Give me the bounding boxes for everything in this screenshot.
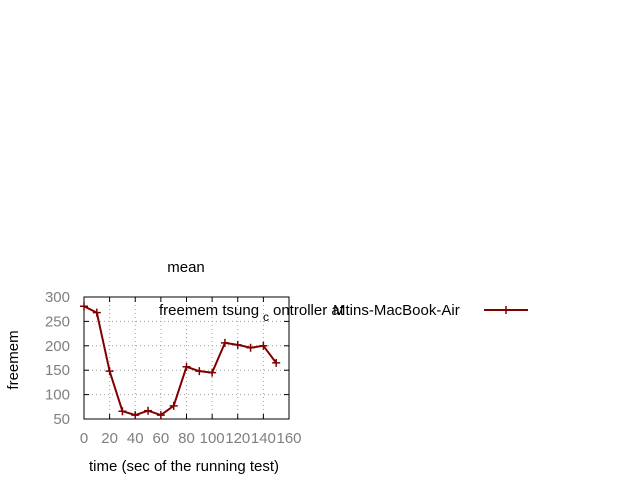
legend-label-subscript: c <box>263 310 269 324</box>
data-point-marker <box>259 341 268 350</box>
data-point-marker <box>144 406 153 415</box>
y-tick-label: 300 <box>45 289 70 306</box>
x-tick-label: 0 <box>80 430 88 447</box>
x-tick-label: 80 <box>178 430 195 447</box>
legend-label-part1: freemem tsung <box>159 302 259 319</box>
y-tick-label: 50 <box>53 411 70 428</box>
x-tick-label: 40 <box>127 430 144 447</box>
x-axis-label: time (sec of the running test) <box>89 458 279 475</box>
x-tick-label: 100 <box>200 430 225 447</box>
grid <box>84 297 289 419</box>
series-layer <box>80 302 281 420</box>
x-tick-label: 20 <box>101 430 118 447</box>
data-point-marker <box>233 340 242 349</box>
data-point-marker <box>156 411 165 420</box>
data-point-marker <box>195 367 204 376</box>
chart-title: mean <box>167 259 205 276</box>
x-tick-label: 160 <box>276 430 301 447</box>
y-tick-label: 100 <box>45 387 70 404</box>
data-point-marker <box>131 411 140 420</box>
data-point-marker <box>182 362 191 371</box>
legend-label-part2: ontroller at <box>273 302 345 319</box>
y-tick-label: 150 <box>45 362 70 379</box>
data-point-marker <box>272 358 281 367</box>
data-point-marker <box>105 367 114 376</box>
legend: freemem tsung c ontroller at Mtins-MacBo… <box>159 302 528 324</box>
y-axis-label: freemem <box>5 330 22 389</box>
series-line <box>83 305 277 417</box>
data-point-marker <box>92 308 101 317</box>
x-tick-label: 120 <box>225 430 250 447</box>
data-point-marker <box>118 407 127 416</box>
data-point-marker <box>246 343 255 352</box>
data-point-marker <box>169 401 178 410</box>
x-tick-label: 60 <box>153 430 170 447</box>
data-point-marker <box>220 338 229 347</box>
legend-marker <box>502 306 510 314</box>
x-tick-label: 140 <box>251 430 276 447</box>
data-point-marker <box>80 302 88 311</box>
legend-label-part3: Mtins-MacBook-Air <box>333 302 460 319</box>
y-tick-label: 250 <box>45 313 70 330</box>
data-point-marker <box>208 368 217 377</box>
y-tick-label: 200 <box>45 338 70 355</box>
